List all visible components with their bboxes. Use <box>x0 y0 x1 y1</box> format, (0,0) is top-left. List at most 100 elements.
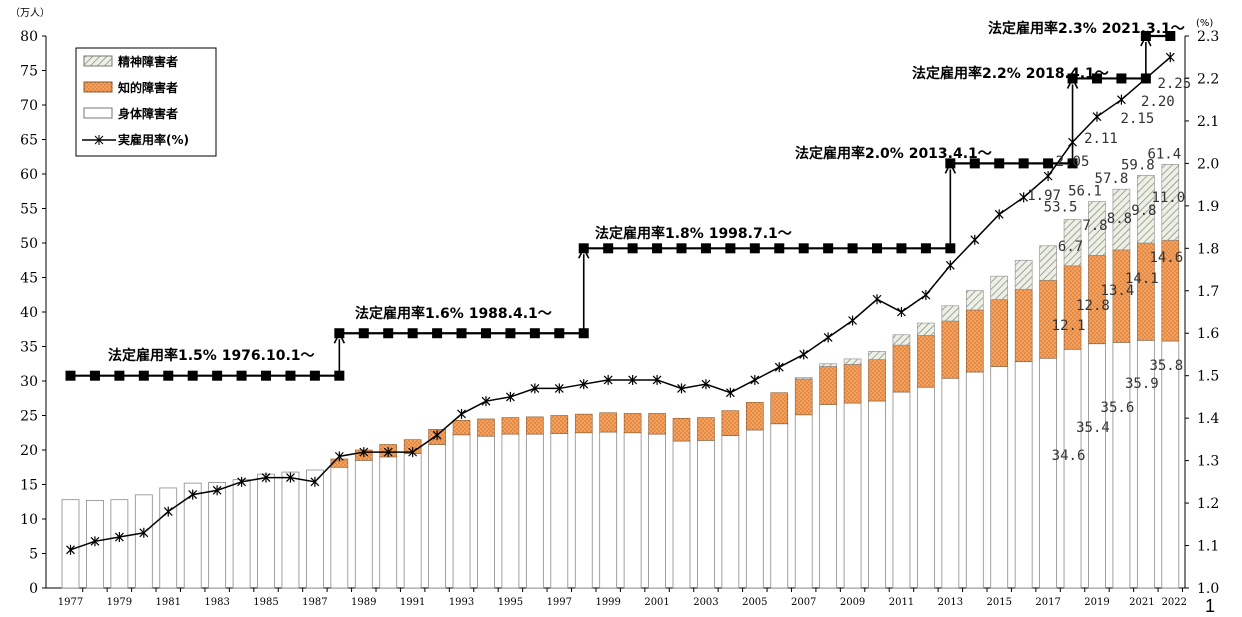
actual-rate-marker <box>1116 94 1126 105</box>
x-tick-label: 1983 <box>204 597 229 608</box>
y-right-tick-label: 1.7 <box>1197 284 1219 300</box>
bar-shintai <box>305 469 324 589</box>
bar-shintai <box>183 482 202 589</box>
label-rate: 2.20 <box>1141 94 1175 110</box>
legal-rate-arrowhead <box>944 161 957 174</box>
legal-rate-arrowhead <box>333 331 346 344</box>
legal-rate-marker <box>749 243 760 254</box>
bar-shintai <box>428 444 447 589</box>
actual-rate-line <box>70 56 1171 551</box>
bar-seishin <box>941 305 960 322</box>
bar-group <box>134 494 153 589</box>
bar-group <box>379 444 398 589</box>
bar-chiteki <box>746 402 764 431</box>
bar-shintai <box>745 429 764 589</box>
actual-rate-marker <box>286 472 295 483</box>
x-tick-label: 2011 <box>889 597 914 608</box>
bar-shintai <box>1014 361 1033 589</box>
y-left-tick-label: 25 <box>20 409 38 425</box>
actual-rate-marker <box>310 476 320 487</box>
actual-rate-marker <box>1068 137 1077 148</box>
legal-rate-marker <box>480 328 491 339</box>
bar-chiteki <box>501 417 520 435</box>
bar-group <box>183 482 202 589</box>
bars <box>61 164 1180 589</box>
actual-rate-marker <box>823 332 833 343</box>
actual-rate-marker <box>701 379 711 390</box>
actual-rate-marker <box>579 379 589 390</box>
bar-seishin <box>843 358 862 365</box>
actual-rate-marker <box>750 374 760 385</box>
bar-shintai <box>1088 343 1106 589</box>
y-left-tick-label: 70 <box>20 98 38 114</box>
legal-rate-marker <box>774 243 785 254</box>
bar-shintai <box>403 453 422 589</box>
actual-rate-marker <box>1019 192 1029 203</box>
bar-group <box>477 418 495 589</box>
actual-rate-marker <box>848 315 858 326</box>
legal-rate-annotation: 法定雇用率1.8% 1998.7.1～ <box>595 225 792 242</box>
bar-group <box>61 499 80 589</box>
label-seishin: 8.8 <box>1107 211 1132 227</box>
legal-rate-marker <box>872 243 883 254</box>
y-left-tick-label: 40 <box>20 305 38 321</box>
legal-rate-marker <box>847 243 858 254</box>
bar-group <box>721 410 740 589</box>
legal-rate-annotation: 法定雇用率2.0% 2013.4.1～ <box>795 145 992 162</box>
actual-rate-marker <box>872 294 882 305</box>
bar-shintai <box>208 482 227 589</box>
actual-rate-marker <box>505 391 515 402</box>
y-right-tick-label: 1.1 <box>1197 539 1219 555</box>
legal-rate-marker <box>1018 158 1029 169</box>
bar-shintai <box>159 487 178 589</box>
bar-group <box>843 358 862 589</box>
label-total: 53.5 <box>1044 200 1078 216</box>
y-left-tick-label: 80 <box>20 29 38 45</box>
page-number: 1 <box>1205 596 1216 616</box>
legend-swatch-shintai <box>83 107 113 119</box>
bar-group <box>648 413 666 589</box>
legend-entry-label: 知的障害者 <box>117 80 178 95</box>
legal-rate-marker <box>700 243 711 254</box>
actual-rate-marker <box>945 260 955 271</box>
y-right-tick-label: 2.1 <box>1197 114 1219 130</box>
label-chiteki: 12.1 <box>1052 318 1086 334</box>
label-shintai: 35.4 <box>1076 420 1110 436</box>
bar-seishin <box>1088 201 1106 256</box>
actual-rate-marker <box>994 209 1004 220</box>
y-right-unit: (%) <box>1196 18 1213 29</box>
actual-rate-marker <box>261 472 271 483</box>
bar-group <box>1112 188 1131 589</box>
bar-group <box>1088 201 1106 589</box>
bar-group <box>965 290 984 589</box>
x-tick-label: 1999 <box>595 597 620 608</box>
x-tick-label: 1989 <box>351 597 376 608</box>
legal-rate-marker <box>163 370 174 381</box>
y-left-tick-label: 0 <box>29 581 38 597</box>
label-chiteki: 14.1 <box>1125 271 1159 287</box>
bar-shintai <box>770 423 789 589</box>
actual-rate-marker <box>481 396 491 407</box>
y-right-tick-label: 1.3 <box>1197 454 1219 470</box>
bar-group <box>1014 259 1033 589</box>
actual-rate-marker <box>1141 73 1151 84</box>
actual-rate-marker <box>1092 111 1102 122</box>
legal-rate-annotation: 法定雇用率1.6% 1988.4.1～ <box>355 305 552 322</box>
bar-seishin <box>990 275 1009 300</box>
actual-rate-marker <box>725 387 735 398</box>
bar-shintai <box>843 402 862 589</box>
bar-shintai <box>281 471 300 589</box>
bar-shintai <box>917 386 935 589</box>
x-tick-label: 2013 <box>938 597 963 608</box>
bar-chiteki <box>794 378 813 416</box>
y-left-tick-label: 30 <box>20 374 38 390</box>
bar-group <box>550 415 569 589</box>
y-left-tick-label: 55 <box>20 202 38 218</box>
legal-rate-marker <box>1091 73 1102 84</box>
x-tick-label: 2022 <box>1162 597 1187 608</box>
bar-seishin <box>868 351 886 360</box>
rate-lines <box>65 31 1176 555</box>
bar-shintai <box>525 433 544 589</box>
label-rate: 2.11 <box>1084 131 1118 147</box>
